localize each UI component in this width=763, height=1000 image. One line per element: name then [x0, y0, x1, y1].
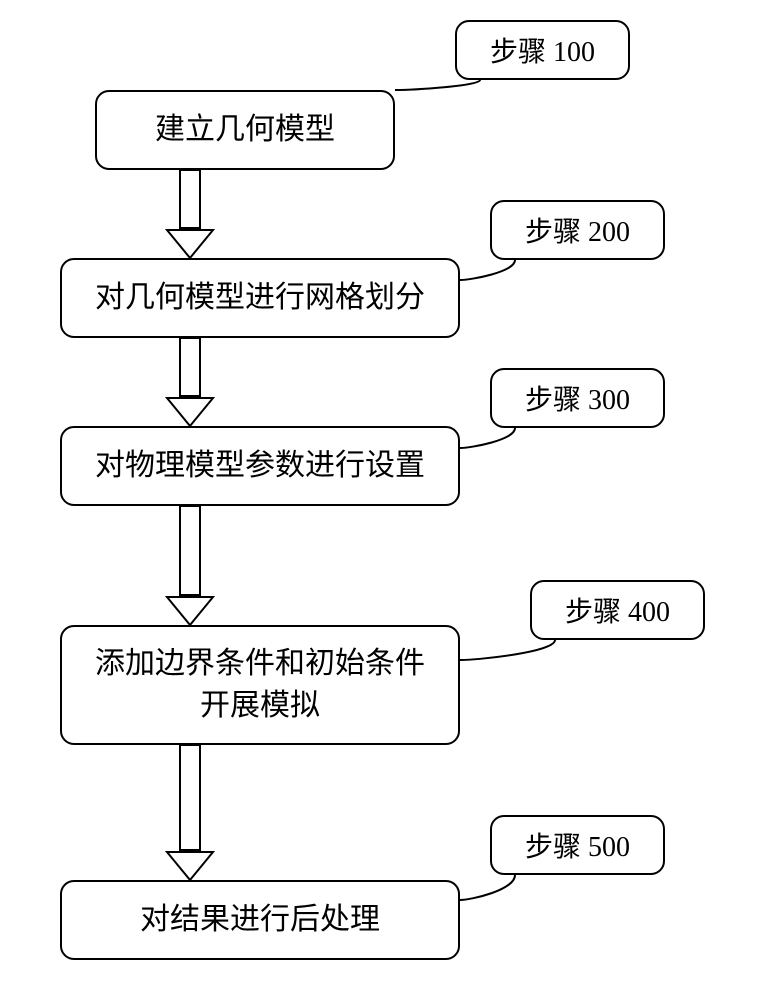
step-text-1: 建立几何模型	[155, 109, 335, 151]
step-box-2: 对几何模型进行网格划分	[60, 258, 460, 338]
step-text-2: 对几何模型进行网格划分	[95, 277, 425, 319]
step-box-3: 对物理模型参数进行设置	[60, 426, 460, 506]
step-box-5: 对结果进行后处理	[60, 880, 460, 960]
flow-arrow-2	[165, 338, 215, 426]
step-text-3: 对物理模型参数进行设置	[95, 445, 425, 487]
callout-connector-4	[430, 635, 585, 665]
step-box-4: 添加边界条件和初始条件 开展模拟	[60, 625, 460, 745]
step-label-2: 步骤 200	[490, 200, 665, 260]
step-label-text-5: 步骤 500	[525, 825, 630, 865]
callout-connector-5	[430, 870, 545, 905]
callout-connector-3	[430, 423, 545, 453]
step-label-text-4: 步骤 400	[565, 590, 670, 630]
step-label-4: 步骤 400	[530, 580, 705, 640]
callout-connector-1	[365, 75, 510, 95]
step-label-text-2: 步骤 200	[525, 210, 630, 250]
flow-arrow-1	[165, 170, 215, 258]
step-text-4: 添加边界条件和初始条件 开展模拟	[95, 643, 425, 727]
flowchart-canvas: 建立几何模型对几何模型进行网格划分对物理模型参数进行设置添加边界条件和初始条件 …	[0, 0, 763, 1000]
step-label-5: 步骤 500	[490, 815, 665, 875]
step-label-text-3: 步骤 300	[525, 378, 630, 418]
callout-connector-2	[430, 255, 545, 285]
step-label-3: 步骤 300	[490, 368, 665, 428]
step-text-5: 对结果进行后处理	[140, 899, 380, 941]
flow-arrow-4	[165, 745, 215, 880]
step-label-text-1: 步骤 100	[490, 30, 595, 70]
flow-arrow-3	[165, 506, 215, 625]
step-label-1: 步骤 100	[455, 20, 630, 80]
step-box-1: 建立几何模型	[95, 90, 395, 170]
